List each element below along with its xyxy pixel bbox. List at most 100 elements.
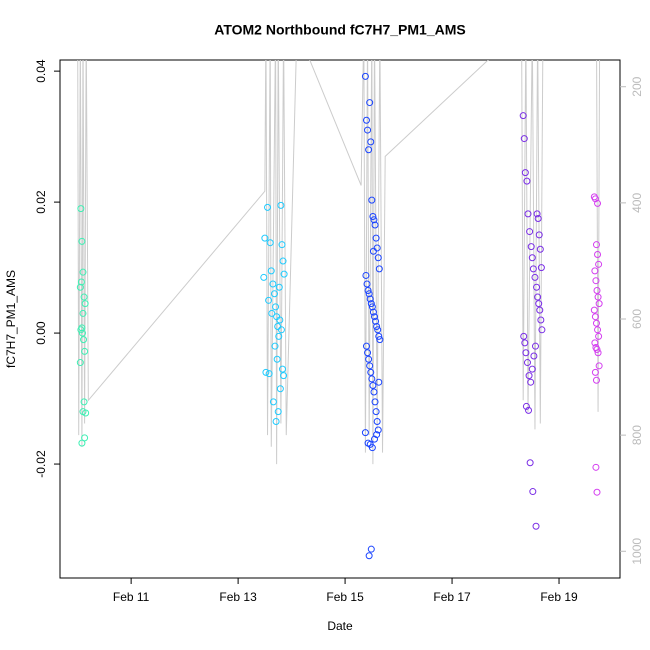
data-point <box>276 385 284 393</box>
data-point <box>528 365 536 373</box>
data-point <box>272 417 280 425</box>
data-point <box>277 201 285 209</box>
data-point <box>81 300 89 308</box>
y2-tick-label: 400 <box>630 193 644 213</box>
data-point <box>78 329 86 337</box>
data-point <box>369 213 377 221</box>
data-point <box>594 250 602 258</box>
data-point <box>374 254 382 262</box>
data-point <box>79 268 87 276</box>
data-point <box>362 342 370 350</box>
data-point <box>592 277 600 285</box>
data-point <box>520 332 528 340</box>
data-point <box>275 332 283 340</box>
data-point <box>372 408 380 416</box>
data-point <box>371 221 379 229</box>
data-point <box>594 199 602 207</box>
x-tick-label: Feb 15 <box>326 590 364 604</box>
data-point <box>593 345 601 353</box>
data-point <box>590 306 598 314</box>
data-point <box>591 339 599 347</box>
y-tick-label: 0.04 <box>34 59 48 83</box>
data-point <box>261 234 269 242</box>
data-point <box>269 280 277 288</box>
data-point <box>279 365 287 373</box>
data-point <box>366 99 374 107</box>
data-point <box>366 295 374 303</box>
data-point <box>276 316 284 324</box>
data-point <box>266 239 274 247</box>
data-point <box>280 270 288 278</box>
data-point <box>522 402 530 410</box>
data-point <box>370 313 378 321</box>
data-point <box>374 426 382 434</box>
data-point <box>526 228 534 236</box>
data-point <box>375 265 383 273</box>
data-point <box>375 332 383 340</box>
data-point <box>280 372 288 380</box>
data-point <box>364 349 372 357</box>
data-point <box>369 247 377 255</box>
data-point <box>532 522 540 530</box>
data-point <box>367 300 375 308</box>
data-point <box>537 264 545 272</box>
data-point <box>372 234 380 242</box>
data-point <box>595 332 603 340</box>
x-axis-label: Date <box>327 619 353 633</box>
data-point <box>82 409 90 417</box>
data-point <box>362 116 370 124</box>
data-point <box>519 112 527 120</box>
data-point <box>534 214 542 222</box>
data-point <box>522 349 530 357</box>
data-point <box>373 244 381 252</box>
data-point <box>527 378 535 386</box>
data-point <box>77 278 85 286</box>
data-point <box>271 342 279 350</box>
data-point <box>533 210 541 218</box>
data-point <box>525 372 533 380</box>
data-point <box>76 359 84 367</box>
y2-tick-label: 200 <box>630 76 644 96</box>
data-point <box>363 280 371 288</box>
data-point <box>78 439 86 447</box>
data-point <box>365 146 373 154</box>
data-point <box>593 488 601 496</box>
data-point <box>368 375 376 383</box>
data-point <box>279 257 287 265</box>
data-point <box>373 431 381 439</box>
data-point <box>594 326 602 334</box>
data-point <box>80 398 88 406</box>
data-point <box>367 138 375 146</box>
data-point <box>526 459 534 467</box>
data-point <box>364 126 372 134</box>
x-tick-label: Feb 11 <box>113 590 150 604</box>
data-point <box>364 287 372 295</box>
data-point <box>523 177 531 185</box>
data-point <box>593 287 601 295</box>
data-point <box>531 342 539 350</box>
altitude-line <box>77 60 601 465</box>
data-point <box>375 378 383 386</box>
data-point <box>366 362 374 370</box>
data-point <box>529 488 537 496</box>
data-point <box>536 306 544 314</box>
data-point <box>368 444 376 452</box>
data-point <box>591 313 599 321</box>
plot-area <box>76 60 603 560</box>
data-point <box>591 267 599 275</box>
data-point <box>594 349 602 357</box>
y2-tick-label: 600 <box>630 309 644 329</box>
data-point <box>536 245 544 253</box>
data-point <box>373 417 381 425</box>
data-point <box>595 260 603 268</box>
data-point <box>535 300 543 308</box>
data-point <box>533 283 541 291</box>
data-point <box>369 308 377 316</box>
data-point <box>277 326 285 334</box>
data-point <box>77 326 85 334</box>
data-point <box>371 398 379 406</box>
data-point <box>361 429 369 437</box>
data-point <box>268 309 276 317</box>
y2-tick-label: 1000 <box>630 538 644 565</box>
